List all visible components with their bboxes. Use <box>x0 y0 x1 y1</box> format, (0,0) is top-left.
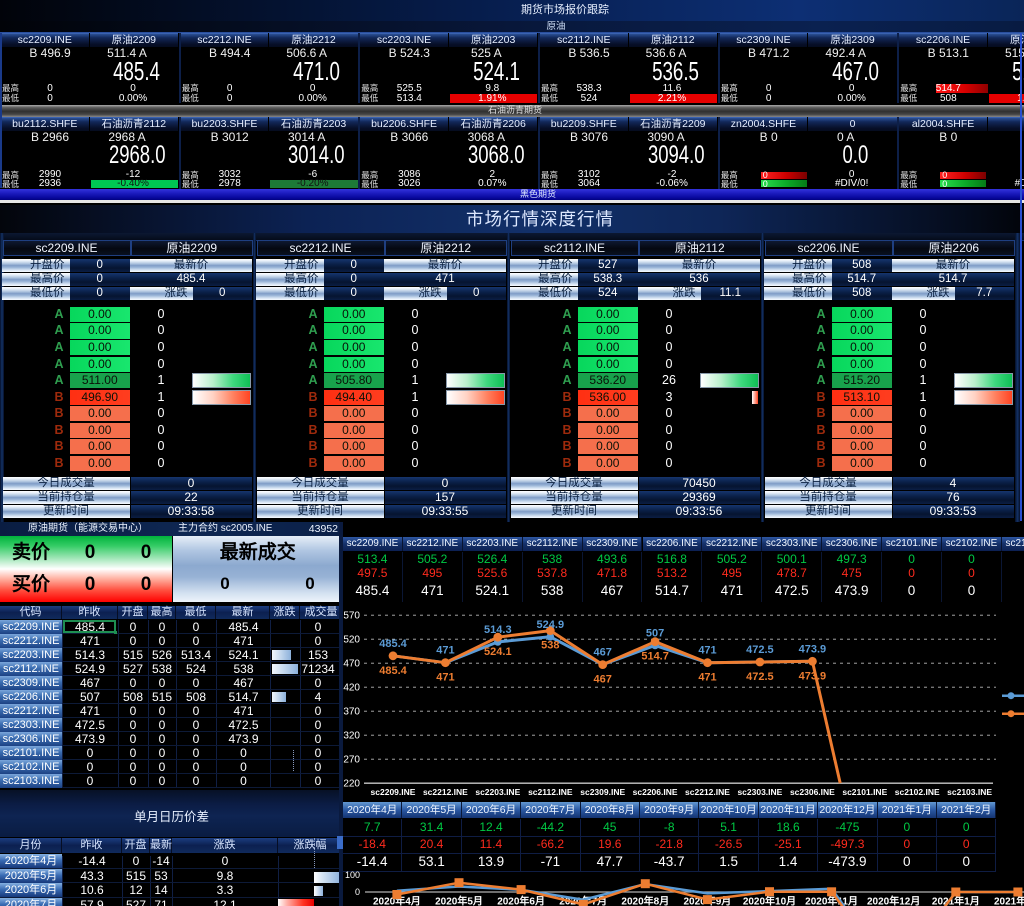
svg-text:485.4: 485.4 <box>379 665 407 677</box>
svg-text:sc2309.INE: sc2309.INE <box>580 787 625 796</box>
svg-text:485.4: 485.4 <box>379 638 407 650</box>
svg-text:467: 467 <box>594 646 612 658</box>
svg-text:sc2212.INE: sc2212.INE <box>685 787 730 796</box>
svg-text:520: 520 <box>343 634 360 645</box>
svg-text:2020年8月: 2020年8月 <box>621 895 669 906</box>
svg-text:270: 270 <box>343 754 360 765</box>
svg-text:0: 0 <box>355 887 360 897</box>
svg-text:472.5: 472.5 <box>746 644 774 656</box>
svg-text:sc2103.INE: sc2103.INE <box>947 787 992 796</box>
svg-text:524.1: 524.1 <box>484 646 512 658</box>
svg-text:2021年1月: 2021年1月 <box>932 895 980 906</box>
svg-text:2020年12月: 2020年12月 <box>867 895 920 906</box>
svg-text:sc2206.INE: sc2206.INE <box>633 787 678 796</box>
svg-text:2020年11月: 2020年11月 <box>805 895 858 906</box>
svg-text:514.3: 514.3 <box>484 624 512 636</box>
svg-text:370: 370 <box>343 706 360 717</box>
svg-text:2021年2月: 2021年2月 <box>994 895 1024 906</box>
svg-text:471: 471 <box>436 644 454 656</box>
svg-text:320: 320 <box>343 730 360 741</box>
svg-text:420: 420 <box>343 682 360 693</box>
svg-text:471: 471 <box>698 644 716 656</box>
svg-text:sc2203.INE: sc2203.INE <box>475 787 520 796</box>
svg-text:538: 538 <box>541 639 559 651</box>
svg-text:2020年6月: 2020年6月 <box>497 895 545 906</box>
svg-text:sc2102.INE: sc2102.INE <box>895 787 940 796</box>
svg-text:507: 507 <box>646 627 664 639</box>
svg-text:sc2101.INE: sc2101.INE <box>842 787 887 796</box>
svg-text:sc2209.INE: sc2209.INE <box>371 787 416 796</box>
svg-text:514.7: 514.7 <box>641 650 669 662</box>
svg-text:sc2212.INE: sc2212.INE <box>423 787 468 796</box>
svg-text:sc2112.INE: sc2112.INE <box>528 787 573 796</box>
svg-text:2020年4月: 2020年4月 <box>373 895 421 906</box>
svg-text:2020年10月: 2020年10月 <box>743 895 796 906</box>
svg-text:220: 220 <box>343 778 360 789</box>
svg-text:470: 470 <box>343 658 360 669</box>
svg-text:sc2303.INE: sc2303.INE <box>737 787 782 796</box>
svg-text:100: 100 <box>345 870 360 880</box>
svg-text:473.9: 473.9 <box>799 643 827 655</box>
svg-text:2020年5月: 2020年5月 <box>435 895 483 906</box>
svg-text:472.5: 472.5 <box>746 671 774 683</box>
svg-text:sc2306.INE: sc2306.INE <box>790 787 835 796</box>
svg-text:467: 467 <box>594 673 612 685</box>
svg-text:570: 570 <box>343 610 360 621</box>
svg-text:471: 471 <box>436 671 454 683</box>
svg-text:524.9: 524.9 <box>537 619 565 631</box>
svg-text:471: 471 <box>698 671 716 683</box>
svg-text:473.9: 473.9 <box>799 670 827 682</box>
